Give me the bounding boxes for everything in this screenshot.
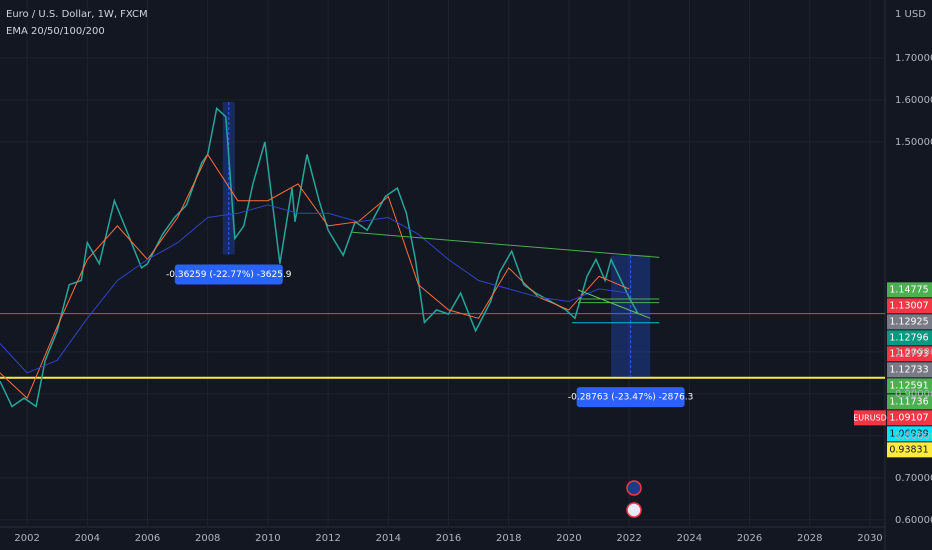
event-icon[interactable] [626, 502, 642, 518]
event-icons [626, 480, 642, 518]
y-tick-label: 0.90000 [895, 389, 932, 400]
x-tick-label: 2006 [135, 533, 160, 544]
x-tick-label: 2010 [255, 533, 280, 544]
price-label-box [887, 378, 932, 394]
price-label: 1.12796 [889, 332, 928, 343]
price-label-box [887, 282, 932, 298]
measure-label-box [174, 264, 283, 285]
measure-label-box [576, 387, 685, 408]
price-label-box [887, 442, 932, 458]
price-label: 1.09107 [889, 412, 928, 423]
plot: -0.36259 (-22.77%) -3625.9 -0.28763 (-23.… [0, 102, 932, 458]
price-label: 1.12925 [889, 316, 928, 327]
x-tick-label: 2018 [496, 533, 521, 544]
price-label: 1.12591 [889, 380, 928, 391]
trend-line [577, 289, 651, 319]
measure-label: -0.28763 (-23.47%) -2876.3 [568, 393, 694, 403]
price-label-box [887, 346, 932, 362]
symbol-tag-box [854, 410, 886, 426]
price-label-box [887, 298, 932, 314]
currency-label: 1 USD [895, 9, 926, 20]
y-tick-label: 1.00000 [895, 347, 932, 358]
x-tick-label: 2008 [195, 533, 220, 544]
x-tick-label: 2012 [315, 533, 340, 544]
symbol-tag: EURUSD [853, 413, 887, 422]
chart-title: Euro / U.S. Dollar, 1W, FXCM [6, 9, 148, 20]
x-tick-label: 2030 [857, 533, 882, 544]
x-tick-label: 2028 [797, 533, 822, 544]
price-label: 1.06939 [889, 428, 928, 439]
measure-label: -0.36259 (-22.77%) -3625.9 [166, 270, 292, 280]
x-tick-label: 2024 [677, 533, 702, 544]
price-label: 1.13007 [889, 300, 928, 311]
price-label: 1.12733 [889, 364, 928, 375]
x-tick-label: 2002 [14, 533, 39, 544]
trend-line [352, 231, 660, 258]
y-tick-label: 1.50000 [895, 137, 932, 148]
series-line [0, 204, 630, 374]
indicator-label: EMA 20/50/100/200 [6, 26, 105, 37]
price-label-box [887, 362, 932, 378]
price-label-box [887, 410, 932, 426]
price-label: 1.12793 [889, 348, 928, 359]
series-line [0, 153, 630, 399]
price-label-box [887, 330, 932, 346]
price-label-box [887, 394, 932, 410]
price-label-box [887, 426, 932, 442]
x-tick-label: 2014 [376, 533, 401, 544]
x-tick-label: 2026 [737, 533, 762, 544]
x-tick-label: 2022 [616, 533, 641, 544]
price-label: 1.14775 [889, 284, 928, 295]
price-label-box [887, 314, 932, 330]
x-tick-label: 2004 [75, 533, 100, 544]
x-tick-label: 2020 [556, 533, 581, 544]
x-tick-label: 2016 [436, 533, 461, 544]
price-label: 0.93831 [889, 444, 928, 455]
event-icon[interactable] [626, 480, 642, 496]
price-label: 1.11736 [889, 396, 928, 407]
series-line [0, 106, 639, 408]
